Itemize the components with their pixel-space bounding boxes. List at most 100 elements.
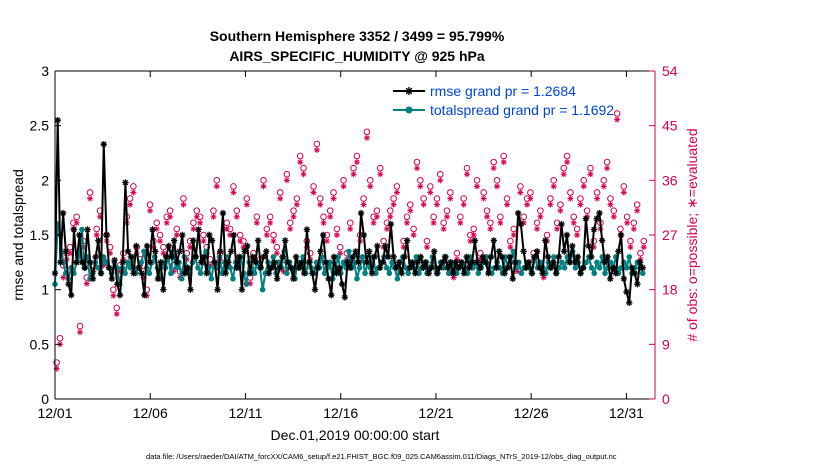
totalspread-point: [416, 270, 422, 277]
obs-evaluated-point: [534, 225, 541, 232]
obs-evaluated-point: [223, 225, 230, 232]
rmse-point: [271, 259, 278, 266]
obs-possible-point: [570, 213, 578, 221]
rmse-point: [214, 286, 221, 293]
obs-evaluated-point: [237, 238, 244, 245]
obs-evaluated-point: [330, 195, 337, 202]
rmse-point: [257, 264, 265, 271]
rmse-point: [376, 264, 384, 271]
rmse-point: [509, 275, 516, 282]
rmse-point: [160, 286, 167, 293]
rmse-point: [533, 248, 541, 255]
obs-possible-point: [520, 213, 528, 221]
obs-evaluated-point: [620, 189, 627, 196]
obs-possible-point: [567, 189, 574, 196]
totalspread-point: [227, 265, 234, 271]
rmse-point: [452, 259, 460, 266]
totalspread-point: [340, 259, 347, 266]
rmse-point: [187, 286, 194, 293]
totalspread-point: [208, 275, 215, 282]
obs-possible-point: [353, 152, 361, 160]
obs-evaluated-point: [433, 201, 440, 208]
obs-possible-point: [296, 152, 304, 160]
obs-evaluated-point: [517, 189, 524, 196]
rmse-point: [152, 248, 159, 255]
obs-possible-point: [433, 195, 441, 202]
obs-possible-point: [587, 164, 594, 172]
obs-possible-point: [166, 207, 174, 215]
rmse-point: [590, 226, 598, 233]
rmse-point: [81, 264, 88, 271]
rmse-point: [100, 141, 107, 148]
obs-possible-point: [290, 207, 297, 215]
rmse-point: [279, 253, 286, 261]
rmse-point: [604, 253, 611, 261]
rmse-point: [417, 253, 424, 261]
obs-evaluated-point: [634, 207, 641, 214]
rmse-point: [328, 291, 335, 299]
rmse-point: [609, 264, 617, 271]
rmse-point: [428, 264, 435, 271]
rmse-point: [105, 264, 113, 271]
obs-evaluated-point: [310, 189, 317, 196]
totalspread-point: [594, 259, 600, 266]
rmse-point: [552, 270, 560, 277]
obs-evaluated-point: [604, 165, 611, 172]
obs-evaluated-point: [474, 183, 481, 190]
rmse-point: [577, 270, 584, 277]
obs-possible-point: [503, 195, 511, 202]
y-tick-label: 2: [41, 172, 49, 188]
obs-possible-point: [473, 177, 481, 184]
rmse-point: [78, 259, 86, 266]
obs-evaluated-point: [470, 232, 477, 238]
rmse-point: [620, 275, 628, 282]
obs-possible-point: [640, 237, 648, 245]
obs-possible-point: [146, 201, 154, 208]
obs-possible-point: [443, 207, 451, 215]
obs-possible-point: [266, 213, 274, 221]
totalspread-point: [173, 265, 180, 271]
rmse-point: [162, 253, 170, 261]
rmse-point: [165, 242, 172, 250]
totalspread-point: [623, 265, 630, 271]
rmse-point: [325, 275, 332, 282]
totalspread-point: [346, 248, 352, 255]
totalspread-point: [141, 248, 147, 255]
obs-possible-point: [440, 219, 447, 227]
rmse-point: [406, 264, 414, 271]
rmse-point: [360, 231, 367, 239]
rmse-point: [441, 253, 449, 261]
rmse-point: [444, 264, 451, 271]
obs-possible-point: [110, 286, 117, 293]
right-tick-label: 45: [662, 118, 678, 134]
obs-possible-point: [527, 189, 534, 196]
rmse-point: [57, 259, 64, 266]
rmse-point: [70, 226, 78, 233]
totalspread-point: [327, 259, 333, 266]
obs-evaluated-point: [347, 225, 354, 232]
rmse-point: [634, 281, 641, 288]
obs-evaluated-point: [350, 171, 357, 178]
obs-evaluated-point: [490, 165, 497, 172]
rmse-point: [119, 259, 126, 266]
obs-evaluated-point: [554, 225, 561, 232]
obs-evaluated-point: [187, 244, 194, 251]
rmse-point: [355, 259, 362, 266]
rmse-point: [168, 253, 175, 261]
rmse-point: [184, 264, 191, 271]
right-tick-label: 18: [662, 282, 678, 298]
obs-possible-point: [263, 225, 271, 233]
rmse-point: [344, 259, 351, 266]
obs-possible-point: [617, 225, 624, 233]
rmse-point: [189, 237, 197, 244]
rmse-point: [233, 264, 240, 271]
rmse-point: [593, 215, 600, 222]
obs-evaluated-point: [577, 201, 584, 208]
rmse-point: [108, 275, 116, 282]
obs-evaluated-point: [547, 201, 554, 208]
obs-evaluated-point: [300, 171, 307, 178]
rmse-point: [458, 259, 465, 266]
rmse-point: [87, 259, 94, 266]
obs-possible-point: [457, 213, 464, 221]
rmse-point: [154, 275, 162, 282]
